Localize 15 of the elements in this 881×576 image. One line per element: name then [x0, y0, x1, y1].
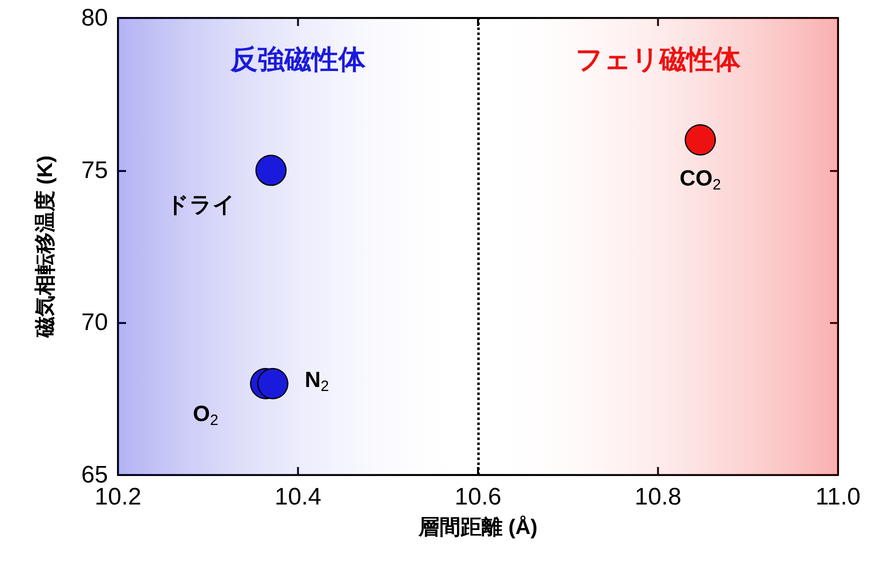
band-label: 反強磁性体 — [230, 44, 366, 74]
annotation: ドライ — [166, 192, 236, 217]
point — [684, 124, 716, 156]
x-tick-label: 11.0 — [816, 484, 860, 510]
x-tick-label: 10.8 — [634, 484, 682, 510]
band-label: フェリ磁性体 — [576, 44, 742, 74]
y-tick-label: 70 — [81, 309, 108, 336]
point — [257, 368, 288, 400]
point — [255, 154, 287, 186]
x-tick-label: 10.6 — [454, 484, 502, 510]
x-axis-title: 層間距離 (Å) — [418, 515, 538, 539]
y-tick-label: 75 — [81, 156, 108, 184]
x-tick-label: 10.4 — [274, 484, 322, 510]
y-axis-title: 磁気相転移温度 (K) — [33, 156, 57, 338]
y-tick-label: 80 — [81, 4, 108, 32]
